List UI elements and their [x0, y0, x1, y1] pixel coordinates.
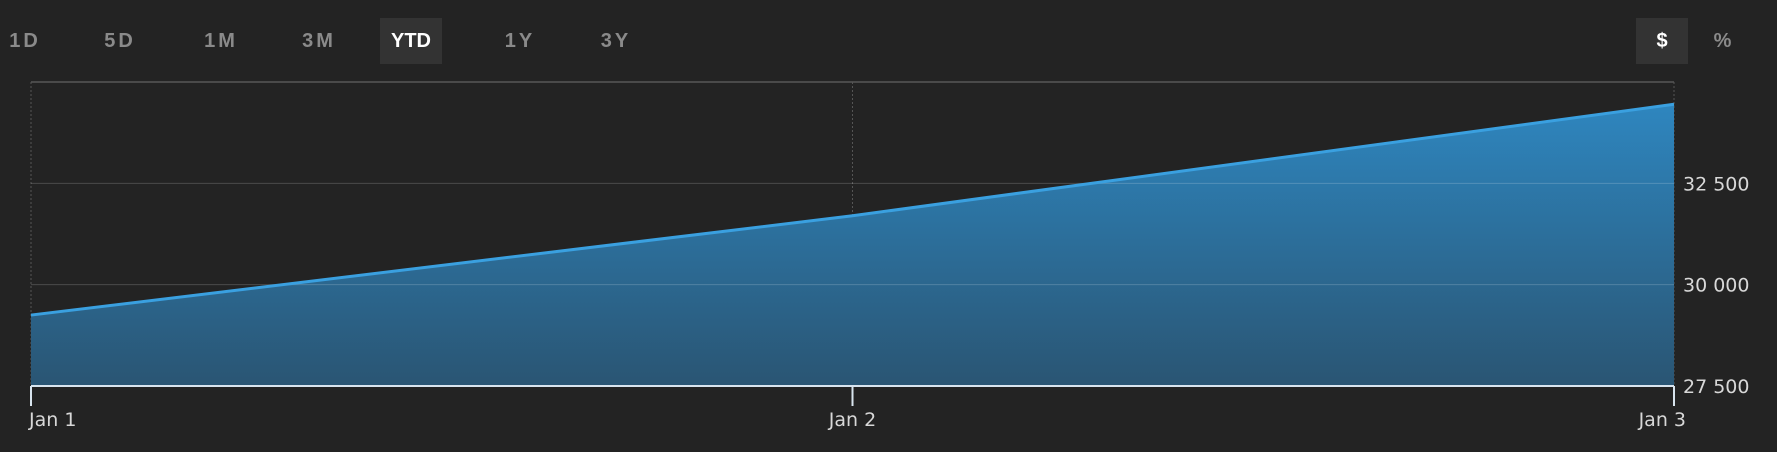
dollar-unit-button[interactable]: $ — [1636, 18, 1688, 64]
y-tick-label: 32 500 — [1683, 173, 1749, 195]
x-tick-label: Jan 3 — [1638, 409, 1686, 431]
range-button-1y[interactable]: 1Y — [504, 30, 536, 52]
range-button-1d[interactable]: 1D — [9, 30, 41, 52]
range-button-5d[interactable]: 5D — [104, 30, 136, 52]
percent-unit-button[interactable]: % — [1713, 30, 1735, 52]
y-tick-label: 30 000 — [1683, 275, 1749, 297]
y-tick-label: 27 500 — [1683, 376, 1749, 398]
area-fill — [31, 104, 1674, 386]
x-tick-label: Jan 2 — [828, 409, 876, 431]
range-button-1m[interactable]: 1M — [204, 30, 238, 52]
range-button-ytd[interactable]: YTD — [380, 18, 442, 64]
range-button-3y[interactable]: 3Y — [600, 30, 632, 52]
x-tick-label: Jan 1 — [28, 409, 76, 431]
range-button-3m[interactable]: 3M — [302, 30, 336, 52]
